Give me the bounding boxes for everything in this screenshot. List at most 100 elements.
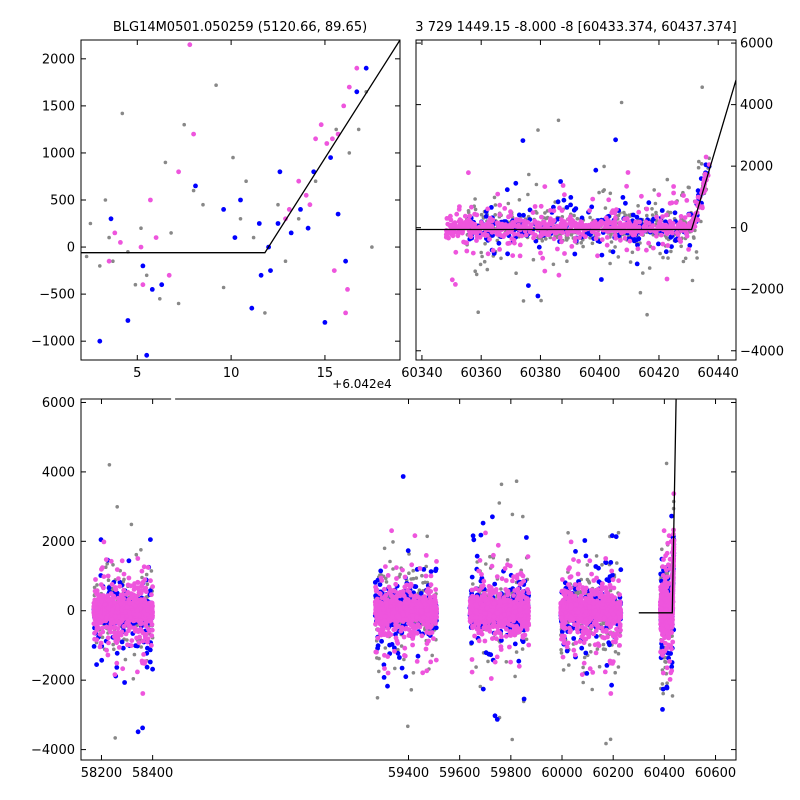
- top-right-x-tick-label: 60440: [698, 366, 739, 381]
- bottom-point: [100, 635, 105, 640]
- top-right-point: [527, 172, 531, 177]
- bottom-point: [586, 579, 591, 583]
- bottom-point: [381, 662, 387, 668]
- bottom-point: [105, 562, 109, 566]
- top-right-x-tick-label: 60420: [638, 366, 679, 381]
- top-left-x-tick-label: 15: [317, 366, 334, 381]
- top-right-point: [508, 209, 513, 215]
- bottom-point: [474, 553, 480, 559]
- top-right-point: [499, 256, 503, 261]
- top-right-axes-frame: [415, 39, 737, 361]
- top-right-point: [630, 212, 636, 218]
- top-right-point: [466, 210, 471, 215]
- top-left-point: [98, 264, 102, 268]
- top-left-point: [221, 285, 226, 290]
- top-right-point: [667, 218, 673, 224]
- bottom-point: [663, 659, 667, 664]
- bottom-point: [478, 684, 483, 689]
- top-left-point: [88, 221, 93, 226]
- top-left-point: [277, 169, 283, 175]
- top-left-point: [256, 221, 262, 226]
- bottom-point: [571, 636, 577, 641]
- top-right-point: [467, 213, 473, 219]
- top-left-point: [84, 254, 89, 259]
- bottom-point: [94, 662, 99, 667]
- bottom-point: [433, 625, 439, 631]
- top-left-point: [231, 155, 235, 160]
- top-right-point: [696, 165, 701, 170]
- top-right-point: [526, 283, 531, 288]
- top-right-point: [592, 224, 598, 230]
- top-right-point: [483, 233, 488, 239]
- bottom-point: [581, 680, 585, 685]
- top-left-point: [182, 122, 186, 127]
- top-right-x-tick-label: 60340: [401, 366, 442, 381]
- bottom-point: [413, 584, 419, 589]
- bottom-point: [608, 737, 613, 742]
- top-right-point: [453, 282, 458, 287]
- top-right-title: 3 729 1449.15 -8.000 -8 [60433.374, 6043…: [415, 20, 736, 35]
- top-right-point: [661, 255, 665, 260]
- top-left-point: [103, 198, 108, 202]
- top-right-point: [597, 190, 601, 195]
- bottom-point: [561, 668, 566, 672]
- top-left-point: [331, 268, 337, 273]
- top-right-point: [502, 206, 508, 211]
- bottom-point: [490, 514, 495, 520]
- top-right-point: [593, 167, 599, 173]
- top-right-point: [443, 234, 449, 240]
- top-left-point: [201, 202, 205, 207]
- top-left-y-tick-label: −500: [39, 288, 75, 303]
- top-right-model-line: [416, 79, 736, 231]
- bottom-point: [420, 573, 424, 578]
- top-left-point: [283, 259, 288, 264]
- bottom-point: [391, 567, 395, 571]
- top-right-point: [493, 213, 498, 217]
- top-right-point: [675, 223, 681, 228]
- top-right-point: [650, 213, 655, 217]
- bottom-point: [664, 684, 670, 690]
- top-right-point: [667, 200, 673, 206]
- bottom-point: [392, 645, 397, 651]
- top-right-point: [577, 235, 582, 241]
- top-right-panel: 3 729 1449.15 -8.000 -8 [60433.374, 6043…: [401, 20, 784, 381]
- top-right-point: [590, 196, 596, 202]
- bottom-point: [131, 677, 136, 681]
- bottom-point: [139, 645, 143, 649]
- top-right-point: [479, 212, 484, 217]
- top-right-point: [613, 245, 617, 249]
- top-right-point: [635, 246, 641, 252]
- top-right-point: [622, 210, 626, 215]
- bottom-point: [414, 576, 419, 580]
- top-right-point: [625, 170, 631, 175]
- top-right-point: [578, 219, 584, 225]
- bottom-point: [377, 582, 383, 587]
- top-left-point: [268, 268, 273, 273]
- top-right-point: [559, 239, 564, 245]
- top-right-point: [656, 241, 661, 247]
- top-right-point: [654, 210, 658, 215]
- bottom-point: [494, 717, 500, 722]
- top-right-point: [646, 200, 652, 206]
- bottom-point: [499, 587, 503, 591]
- bottom-point: [148, 537, 153, 542]
- top-right-point: [473, 207, 478, 212]
- top-right-point: [654, 233, 659, 239]
- bottom-point: [95, 583, 99, 587]
- top-left-point: [191, 131, 197, 137]
- top-left-point: [313, 136, 318, 142]
- bottom-point: [147, 659, 153, 665]
- bottom-point: [400, 474, 406, 479]
- top-left-y-tick-label: 500: [50, 194, 75, 209]
- bottom-point: [660, 707, 665, 712]
- top-right-point: [703, 154, 709, 160]
- top-left-point: [148, 197, 153, 203]
- top-left-point: [286, 207, 292, 212]
- top-right-point: [644, 247, 649, 253]
- top-right-point: [573, 235, 578, 241]
- top-right-point: [521, 299, 526, 303]
- top-left-point: [108, 216, 114, 222]
- top-left-y-tick-label: −1000: [31, 335, 75, 350]
- bottom-point: [559, 648, 563, 652]
- top-right-point: [548, 218, 553, 224]
